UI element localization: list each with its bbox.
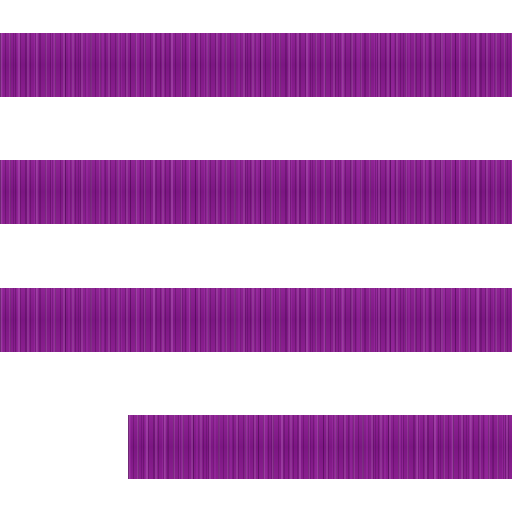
text-line-3: [0, 288, 512, 352]
text-line-2: [0, 160, 512, 224]
text-line-1: [0, 33, 512, 97]
text-line-4-short: [128, 415, 512, 479]
